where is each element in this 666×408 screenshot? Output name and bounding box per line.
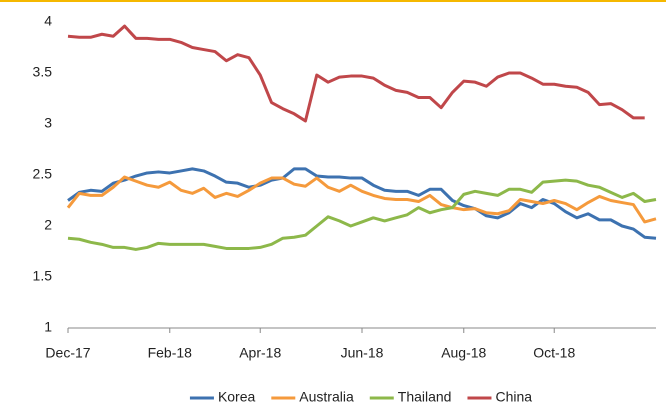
- legend-label: Korea: [218, 389, 256, 405]
- x-tick-label: Feb-18: [148, 345, 193, 361]
- y-tick-label: 1.5: [33, 268, 53, 284]
- y-tick-label: 2.5: [33, 166, 53, 182]
- y-tick-label: 3: [44, 115, 52, 131]
- y-tick-label: 3.5: [33, 64, 53, 80]
- line-series: [67, 167, 657, 240]
- x-tick-label: Aug-18: [441, 345, 486, 361]
- y-tick-label: 1: [44, 319, 52, 335]
- legend-label: Australia: [299, 389, 354, 405]
- line-series: [67, 24, 645, 123]
- x-tick-label: Apr-18: [239, 345, 281, 361]
- legend-label: Thailand: [398, 389, 452, 405]
- x-tick-label: Oct-18: [533, 345, 575, 361]
- x-tick-label: Jun-18: [341, 345, 384, 361]
- y-tick-label: 2: [44, 217, 52, 233]
- top-border: [0, 0, 666, 2]
- legend-label: China: [495, 389, 532, 405]
- line-series: [66, 175, 657, 224]
- x-tick-label: Dec-17: [45, 345, 90, 361]
- line-series: [67, 178, 657, 251]
- y-tick-label: 4: [44, 13, 52, 29]
